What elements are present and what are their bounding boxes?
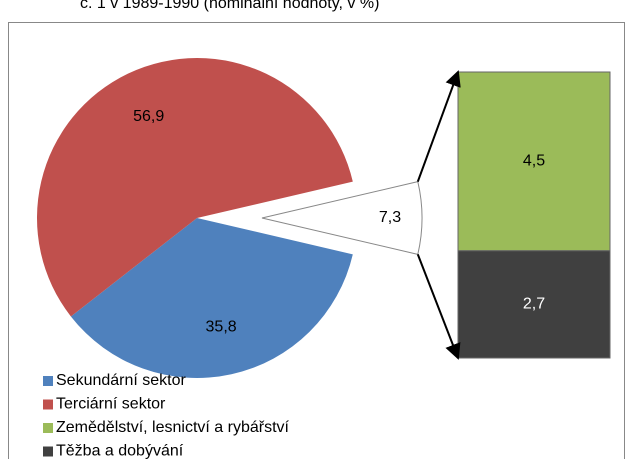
legend-swatch — [43, 376, 53, 386]
chart-title: č. 1 v 1989-1990 (nominální hodnoty, v %… — [80, 0, 379, 12]
data-label: 56,9 — [133, 108, 164, 125]
legend-label: Terciární sektor — [56, 396, 166, 413]
legend-label: Zemědělství, lesnictví a rybářství — [56, 419, 290, 436]
legend-swatch — [43, 446, 53, 457]
data-label: 4,5 — [523, 153, 545, 170]
bar-segment — [457, 250, 611, 359]
legend-swatch — [43, 423, 53, 433]
legend-label: Těžba a dobývání — [56, 443, 184, 459]
pie-slice — [36, 57, 353, 317]
legend-swatch — [43, 399, 53, 410]
bar-segment — [457, 71, 611, 252]
data-label: 7,3 — [379, 209, 401, 226]
legend-label: Sekundární sektor — [56, 372, 187, 389]
chart-border — [8, 22, 625, 459]
connector — [416, 70, 461, 182]
pie-slice — [70, 218, 353, 378]
pie-slice — [261, 181, 423, 255]
data-label: 35,8 — [206, 319, 237, 336]
data-label: 2,7 — [523, 296, 545, 313]
connector — [416, 254, 461, 360]
